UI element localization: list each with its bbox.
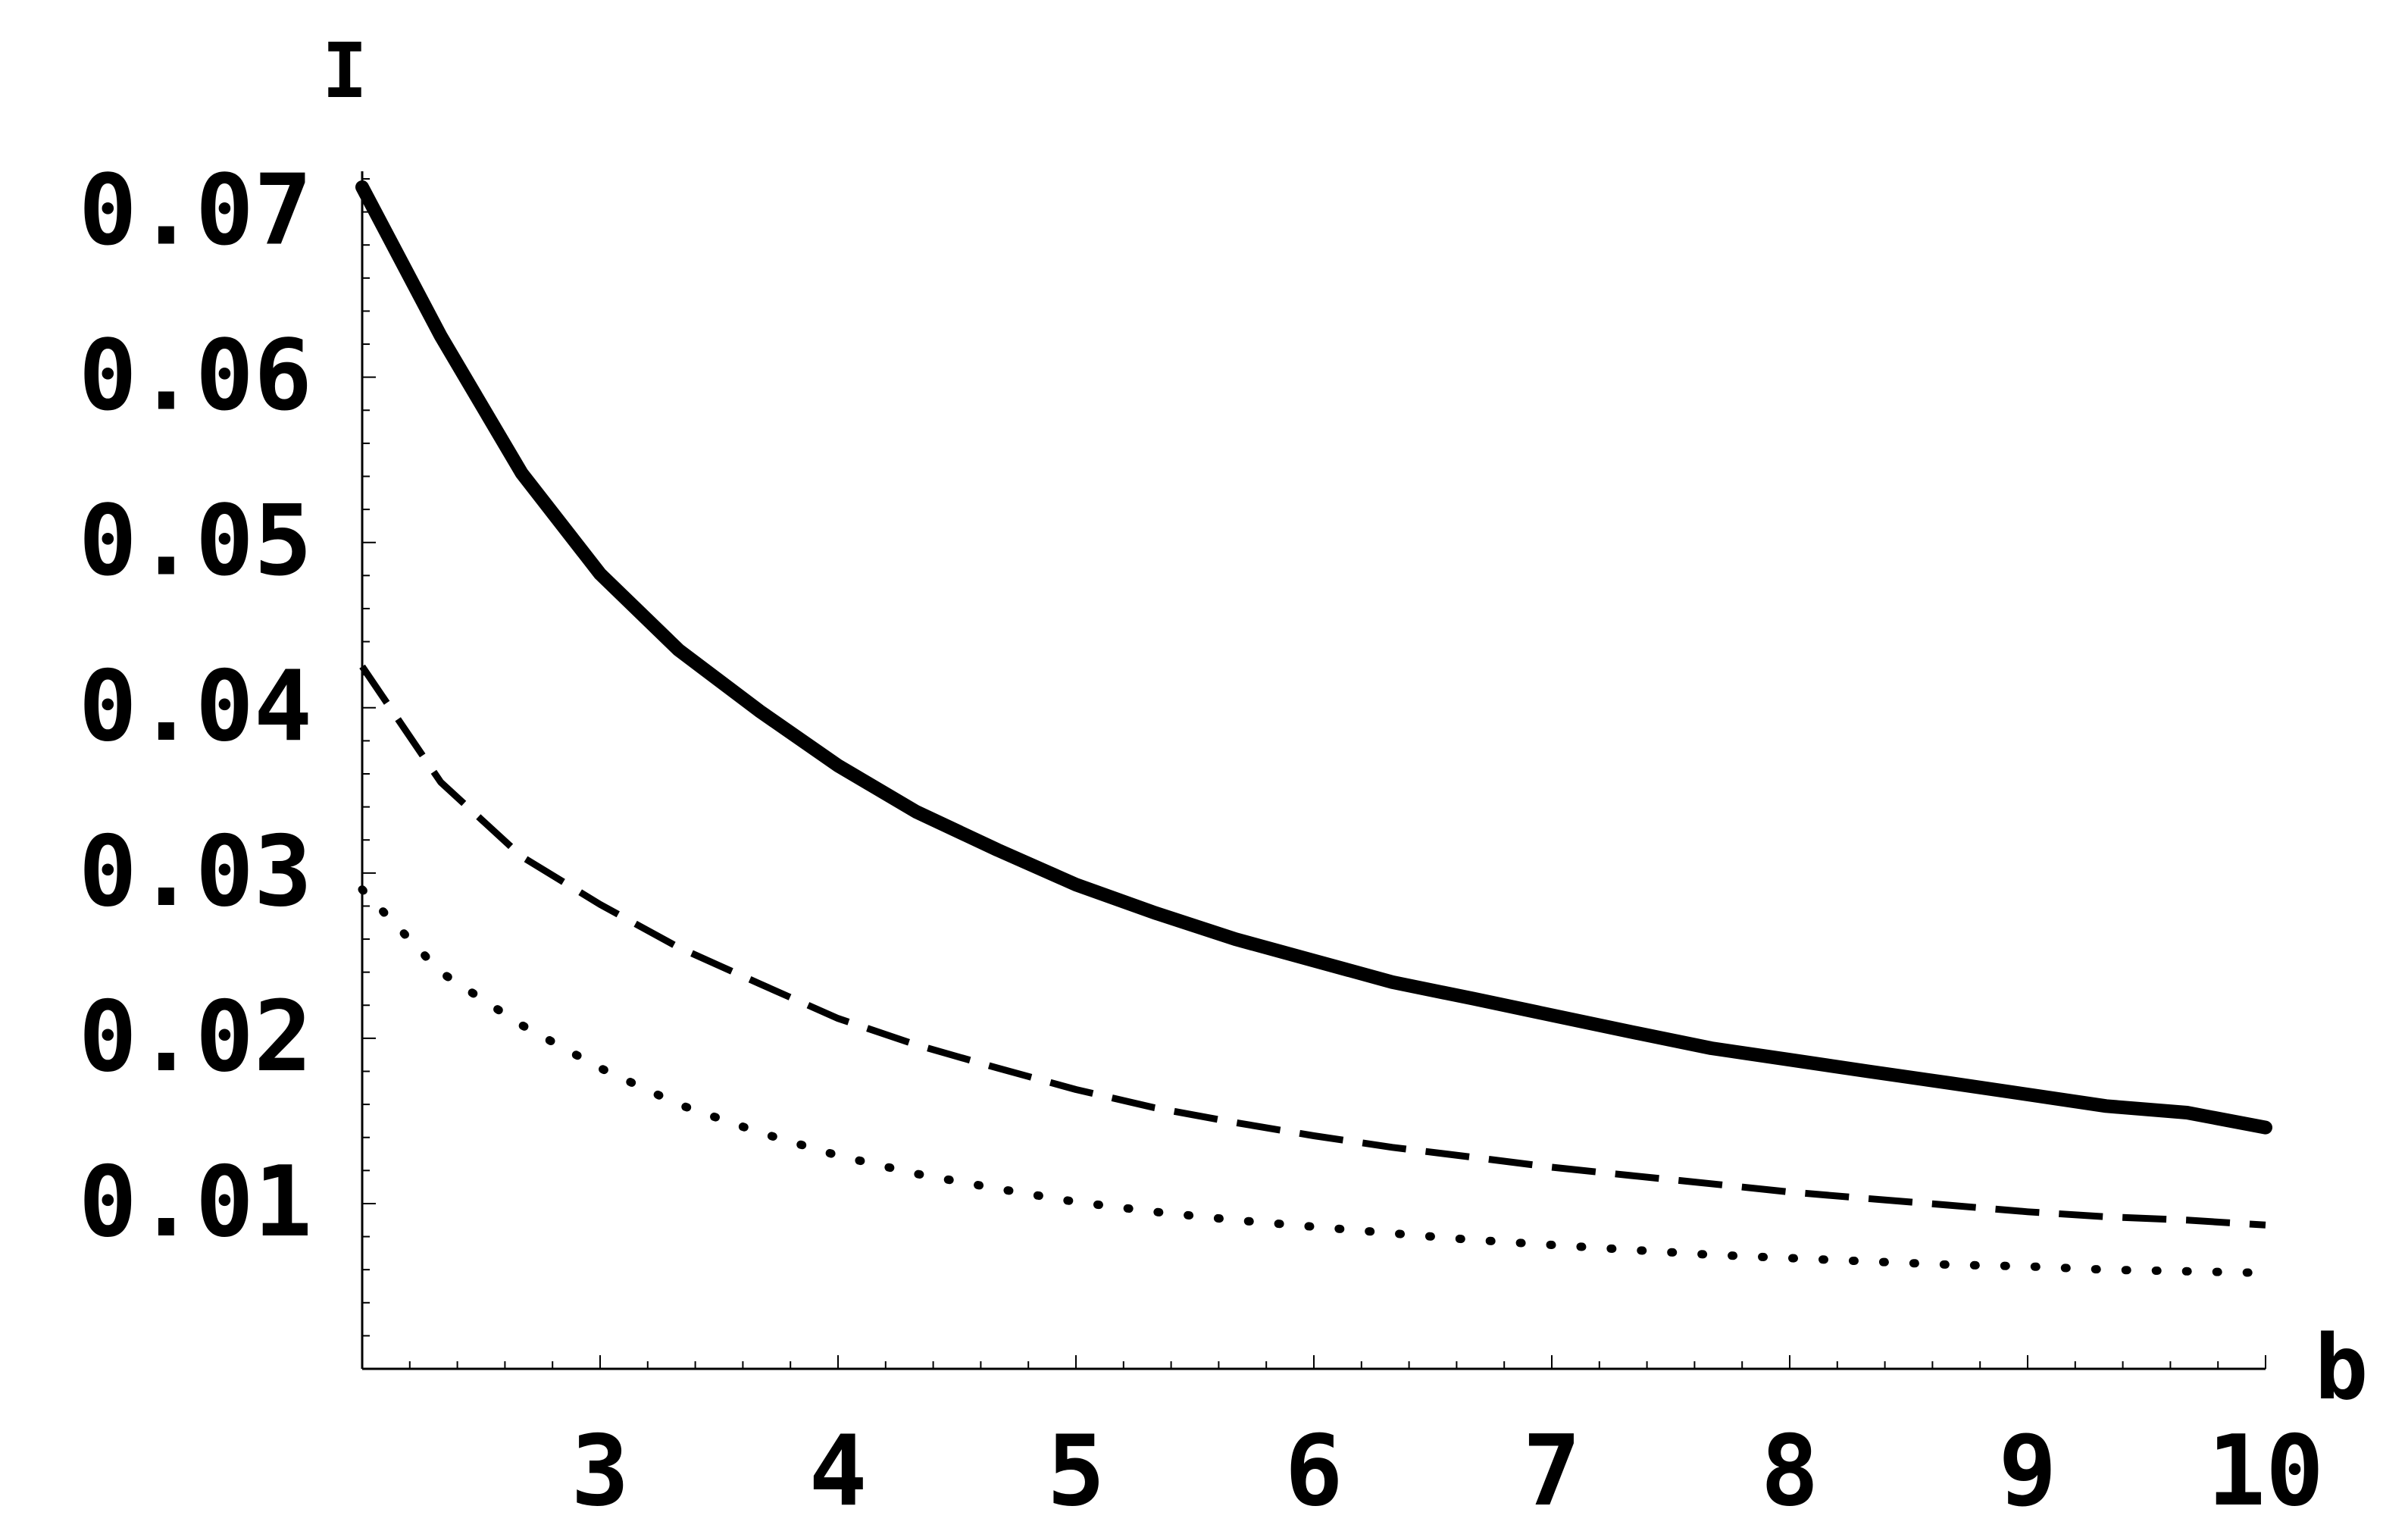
- x-tick-label: 10: [2207, 1415, 2324, 1528]
- series-line-solid: [355, 180, 2272, 1135]
- y-axis-label: I: [322, 27, 367, 115]
- x-axis-label: b: [2314, 1315, 2368, 1420]
- axes: 3 4 5 6 7 8 9 10 0.01 0.02 0.03 0.04 0.05 0.06 0.07: [79, 155, 2324, 1528]
- x-tick-label: 3: [571, 1415, 629, 1528]
- y-tick-label: 0.07: [79, 155, 312, 268]
- x-tick-label: 9: [1998, 1415, 2056, 1528]
- series-layer: [355, 180, 2272, 1277]
- series-line-dotted: [358, 885, 2270, 1277]
- y-tick-label: 0.04: [79, 650, 312, 763]
- y-tick-label: 0.06: [79, 320, 312, 433]
- y-tick-label: 0.01: [79, 1146, 312, 1259]
- y-tick-label: 0.05: [79, 485, 312, 598]
- series-line-dashed: [359, 664, 2266, 1229]
- x-tick-label: 4: [808, 1415, 867, 1528]
- y-tick-label: 0.02: [79, 981, 312, 1094]
- x-tick-label: 5: [1046, 1415, 1105, 1528]
- y-tick-label: 0.03: [79, 816, 312, 928]
- x-tick-label: 6: [1284, 1415, 1343, 1528]
- x-tick-label: 8: [1760, 1415, 1819, 1528]
- x-tick-label: 7: [1522, 1415, 1581, 1528]
